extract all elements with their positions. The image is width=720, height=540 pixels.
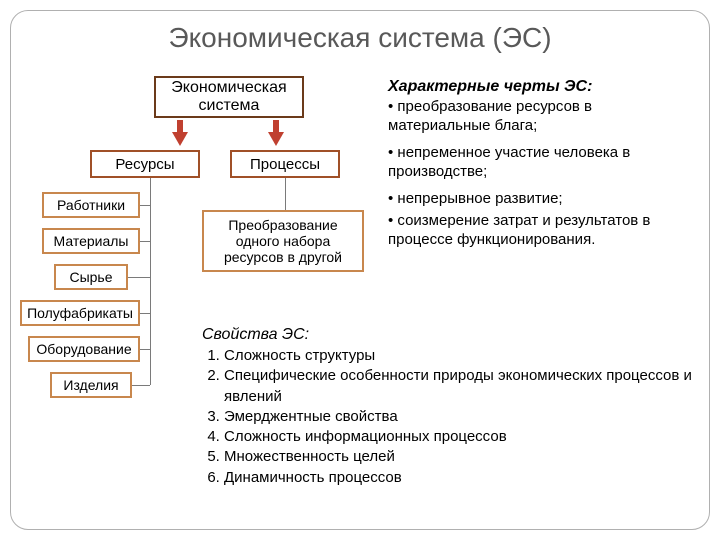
resource-box-5: Изделия [50, 372, 132, 398]
resource-box-4: Оборудование [28, 336, 140, 362]
process-box: Преобразование одного набора ресурсов в … [202, 210, 364, 272]
characteristics-title: Характерные черты ЭС: [388, 78, 592, 96]
connector-line [140, 313, 150, 314]
characteristic-item-3: • соизмерение затрат и результатов в про… [388, 212, 688, 250]
arrow-down-icon [172, 120, 188, 148]
connector-line [140, 349, 150, 350]
property-item-4: Множественность целей [224, 447, 692, 467]
properties-list: Сложность структурыСпецифические особенн… [202, 346, 692, 488]
property-item-5: Динамичность процессов [224, 468, 692, 488]
property-item-3: Сложность информационных процессов [224, 427, 692, 447]
level2-box-0: Ресурсы [90, 150, 200, 178]
connector-line [132, 385, 150, 386]
connector-line [285, 178, 286, 210]
root-box: Экономическаясистема [154, 76, 304, 118]
arrow-down-icon [268, 120, 284, 148]
properties-title: Свойства ЭС: [202, 326, 309, 344]
level2-box-1: Процессы [230, 150, 340, 178]
connector-line [150, 178, 151, 385]
connector-line [140, 205, 150, 206]
characteristic-item-0: • преобразование ресурсов в материальные… [388, 98, 688, 136]
connector-line [140, 241, 150, 242]
resource-box-0: Работники [42, 192, 140, 218]
resource-box-1: Материалы [42, 228, 140, 254]
connector-line [128, 277, 150, 278]
property-item-1: Специфические особенности природы эконом… [224, 366, 692, 407]
slide-title: Экономическая система (ЭС) [0, 22, 720, 54]
characteristic-item-1: • непременное участие человека в произво… [388, 144, 688, 182]
resource-box-3: Полуфабрикаты [20, 300, 140, 326]
property-item-2: Эмерджентные свойства [224, 407, 692, 427]
resource-box-2: Сырье [54, 264, 128, 290]
characteristic-item-2: • непрерывное развитие; [388, 190, 688, 209]
property-item-0: Сложность структуры [224, 346, 692, 366]
